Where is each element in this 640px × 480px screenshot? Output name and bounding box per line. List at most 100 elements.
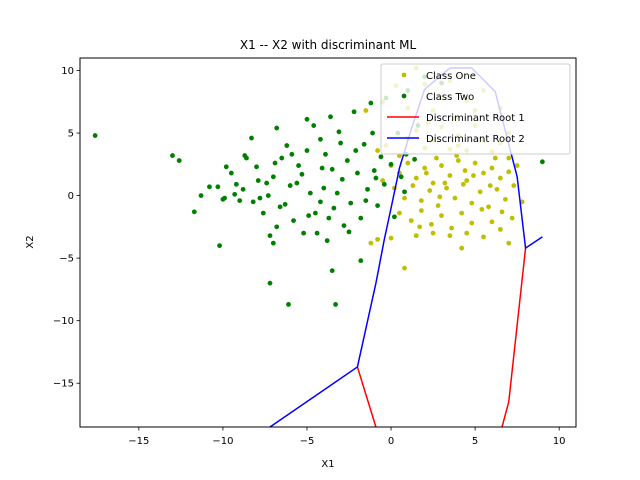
data-point-class-one <box>368 240 374 246</box>
data-point-class-two <box>228 170 234 176</box>
data-point-class-two <box>272 160 278 166</box>
data-point-class-one <box>375 236 380 242</box>
data-point-class-two <box>328 114 333 120</box>
data-point-class-two <box>294 180 300 186</box>
data-point-class-two <box>375 203 380 209</box>
data-point-class-two <box>318 199 323 205</box>
data-point-class-one <box>413 233 419 239</box>
data-point-class-two <box>304 116 310 122</box>
data-point-class-one <box>481 170 486 176</box>
x-tick-label: −15 <box>128 436 149 447</box>
data-point-class-two <box>311 123 317 128</box>
data-point-class-two <box>274 125 280 131</box>
legend-label-discriminant-root-2: Discriminant Root 2 <box>426 134 525 145</box>
data-point-class-one <box>502 196 508 202</box>
data-point-class-two <box>291 218 296 224</box>
data-point-class-one <box>375 148 380 153</box>
data-point-class-one <box>380 178 386 183</box>
data-point-class-two <box>191 209 197 215</box>
data-point-class-two <box>358 258 364 264</box>
data-point-class-two <box>265 193 271 198</box>
data-point-class-two <box>289 151 295 157</box>
data-point-class-two <box>368 100 374 106</box>
data-point-class-two <box>321 185 327 191</box>
data-point-class-one <box>479 206 485 212</box>
data-point-class-two <box>351 109 357 115</box>
data-point-class-one <box>418 208 424 214</box>
data-point-class-two <box>358 215 364 221</box>
data-point-class-two <box>346 229 352 235</box>
data-point-class-one <box>410 183 416 188</box>
data-point-class-two <box>363 198 369 203</box>
data-point-class-two <box>344 158 350 163</box>
y-tick-label: −10 <box>53 316 74 327</box>
data-point-class-two <box>232 191 238 197</box>
data-point-class-one <box>509 215 515 221</box>
data-point-class-one <box>464 230 470 236</box>
data-point-class-one <box>459 245 465 251</box>
x-tick-label: 10 <box>553 436 566 447</box>
data-point-class-one <box>487 183 493 188</box>
data-point-class-one <box>506 240 512 246</box>
data-point-class-two <box>242 153 248 158</box>
x-axis-label: X1 <box>321 459 334 470</box>
data-point-class-one <box>429 221 434 227</box>
data-point-class-one <box>418 198 424 203</box>
data-point-class-two <box>348 200 354 206</box>
data-point-class-one <box>497 175 503 181</box>
y-tick-label: 5 <box>68 129 74 140</box>
y-tick-label: 10 <box>61 66 74 77</box>
data-point-class-two <box>412 156 417 162</box>
data-point-class-one <box>494 186 500 192</box>
data-point-class-two <box>339 176 345 182</box>
data-point-class-two <box>341 223 347 229</box>
data-point-class-two <box>286 302 291 307</box>
data-point-class-two <box>257 195 263 201</box>
data-point-class-one <box>388 235 394 241</box>
data-point-class-two <box>392 214 397 220</box>
data-point-class-two <box>279 155 285 161</box>
data-point-class-one <box>492 155 498 161</box>
data-point-class-one <box>397 210 402 216</box>
data-point-class-one <box>423 170 429 176</box>
data-point-class-two <box>539 159 545 165</box>
data-point-class-one <box>471 173 476 178</box>
data-point-class-two <box>240 186 246 192</box>
y-axis: −15 −10 −5 0 5 10 <box>53 66 80 390</box>
data-point-class-one <box>499 209 505 215</box>
data-point-class-two <box>267 280 273 286</box>
series-line-discriminant-root-1 <box>356 366 377 427</box>
data-point-class-two <box>371 168 377 173</box>
data-point-class-one <box>464 178 470 183</box>
data-point-class-two <box>270 174 276 180</box>
data-point-class-one <box>442 180 448 186</box>
data-point-class-two <box>402 189 407 195</box>
data-point-class-two <box>378 154 384 160</box>
data-point-class-two <box>207 184 212 190</box>
data-point-class-two <box>287 183 293 188</box>
data-point-class-two <box>299 171 305 177</box>
x-tick-label: −10 <box>212 436 233 447</box>
data-point-class-two <box>398 174 404 180</box>
data-point-class-one <box>430 230 436 236</box>
data-point-class-two <box>355 170 360 176</box>
x-axis: −15 −10 −5 0 5 10 <box>128 427 566 447</box>
data-point-class-two <box>296 163 301 168</box>
data-point-class-two <box>324 238 330 244</box>
y-axis-label: X2 <box>25 235 36 248</box>
legend-label-discriminant-root-1: Discriminant Root 1 <box>426 113 525 124</box>
data-point-class-two <box>277 204 283 210</box>
data-point-class-one <box>439 163 444 168</box>
legend-marker-class-two <box>401 93 407 99</box>
data-point-class-two <box>336 129 342 135</box>
data-point-class-two <box>329 268 335 274</box>
data-point-class-one <box>469 200 475 206</box>
x-tick-label: 0 <box>388 436 394 447</box>
data-point-class-one <box>489 165 495 171</box>
data-point-class-two <box>260 210 266 216</box>
data-point-class-one <box>511 183 517 188</box>
data-point-class-one <box>462 168 468 173</box>
data-point-class-one <box>455 158 461 163</box>
data-point-class-two <box>198 193 204 198</box>
data-point-class-one <box>452 195 458 201</box>
